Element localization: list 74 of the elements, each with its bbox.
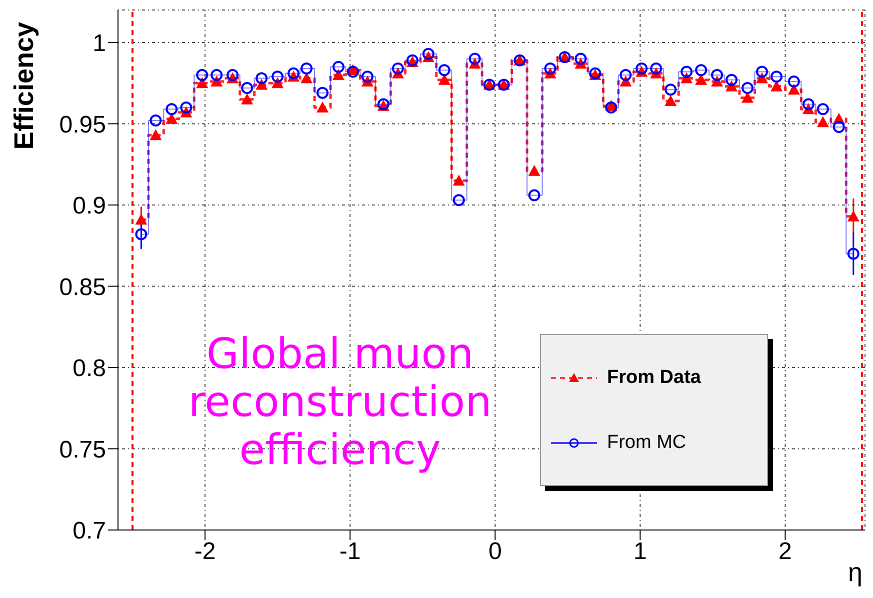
point — [742, 82, 754, 94]
point — [802, 98, 814, 110]
point — [452, 174, 465, 186]
point — [196, 69, 208, 81]
point — [438, 64, 450, 76]
point — [620, 69, 632, 81]
point — [770, 80, 783, 92]
point — [605, 102, 618, 114]
x-tick-label: 1 — [633, 538, 647, 566]
point — [272, 70, 284, 83]
point — [241, 93, 254, 104]
point — [332, 69, 344, 80]
point — [711, 69, 724, 81]
annotation: Global muon reconstruction efficiency — [187, 329, 493, 474]
legend-label: From MC — [607, 432, 686, 454]
point — [300, 62, 313, 74]
x-tick-label: -1 — [339, 538, 361, 566]
point — [847, 210, 860, 222]
y-axis-title: Efficiency — [8, 22, 40, 150]
point — [650, 62, 662, 74]
point — [528, 189, 540, 202]
point — [695, 74, 708, 85]
point — [226, 69, 239, 81]
point — [166, 112, 178, 124]
point — [742, 92, 754, 103]
y-tick-label: 0.75 — [59, 436, 106, 464]
point — [544, 62, 556, 74]
x-axis-title: η — [848, 556, 862, 588]
point — [636, 62, 648, 74]
y-tick-label: 0.95 — [59, 111, 106, 138]
x-tick-label: 0 — [488, 538, 502, 566]
point — [135, 228, 148, 240]
point — [210, 69, 223, 81]
point — [150, 129, 162, 140]
point — [770, 70, 783, 83]
point — [528, 164, 540, 176]
point — [166, 103, 178, 116]
point — [241, 82, 254, 94]
point — [438, 74, 450, 85]
point — [816, 116, 829, 128]
point — [788, 76, 800, 88]
point — [392, 62, 404, 74]
point — [150, 114, 162, 126]
point — [316, 102, 329, 112]
legend-label: From Data — [607, 366, 701, 388]
point — [756, 66, 768, 78]
point — [680, 66, 693, 78]
point — [422, 48, 434, 60]
point — [300, 72, 313, 84]
point — [816, 103, 829, 116]
point — [256, 72, 268, 84]
point — [135, 214, 148, 225]
point — [180, 102, 192, 114]
x-tick-label: 2 — [778, 538, 792, 566]
point — [361, 70, 374, 83]
point — [452, 194, 465, 206]
point — [832, 121, 845, 133]
point — [664, 84, 677, 96]
y-tick-label: 1 — [92, 30, 106, 58]
point — [332, 60, 344, 73]
y-tick-label: 0.85 — [59, 274, 106, 301]
point — [346, 66, 359, 78]
point — [316, 86, 329, 99]
point — [664, 95, 677, 106]
point — [695, 64, 708, 76]
point — [847, 248, 860, 260]
y-tick-label: 0.8 — [72, 355, 106, 382]
point — [468, 52, 481, 65]
point — [574, 52, 587, 65]
point — [288, 67, 300, 80]
x-tick-label: -2 — [194, 538, 216, 566]
y-tick-label: 0.7 — [72, 518, 106, 545]
point — [726, 74, 738, 86]
y-tick-label: 0.9 — [72, 192, 106, 220]
